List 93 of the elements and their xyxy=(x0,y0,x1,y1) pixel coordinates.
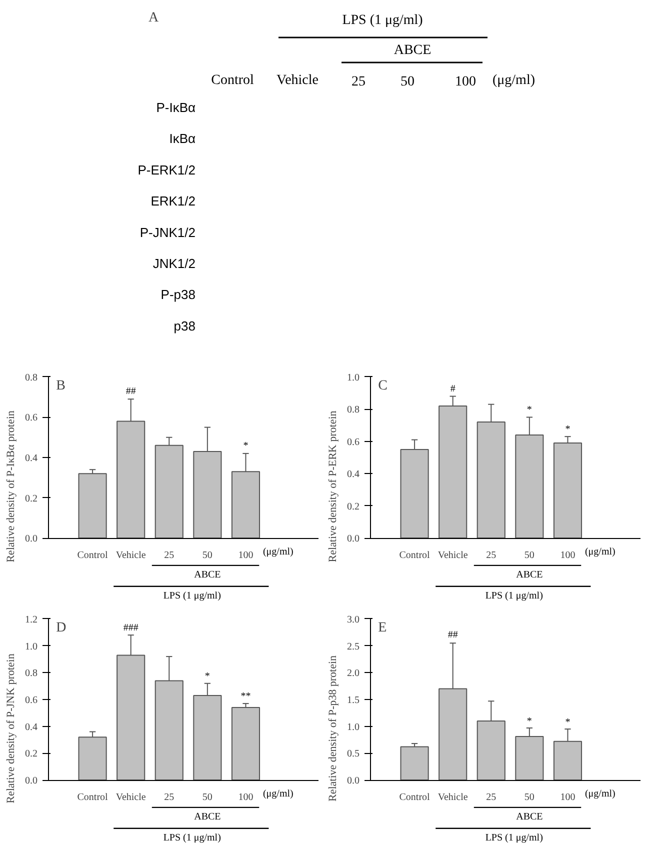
y-axis-title: Relative density of P-ERK protein xyxy=(327,410,339,562)
x-tick-label: 100 xyxy=(560,792,576,804)
annotation: * xyxy=(243,440,248,452)
chart-title: B xyxy=(56,378,66,394)
annotation: * xyxy=(204,671,210,682)
x-tick-label: 25 xyxy=(486,550,496,562)
category-label: 25 xyxy=(352,74,366,90)
text: LPS (1 μg/ml) xyxy=(342,13,424,28)
x-tick-label: 50 xyxy=(202,792,212,804)
x-tick-label: 100 xyxy=(560,550,576,562)
y-tick-label: 0.6 xyxy=(347,436,360,448)
y-tick-label: 0.0 xyxy=(25,776,38,787)
text: LPS (1 μg/ml) xyxy=(485,832,543,844)
y-tick-label: 0.4 xyxy=(25,453,38,464)
x-tick-label: 50 xyxy=(524,792,534,804)
y-tick-label: 1.2 xyxy=(25,614,38,626)
category-label: P-p38 xyxy=(160,287,196,302)
y-axis-title: Relative density of P-IκBα protein xyxy=(5,410,17,562)
text: A xyxy=(148,10,160,26)
y-tick-label: 2.5 xyxy=(347,641,360,652)
category-label: JNK1/2 xyxy=(152,256,196,271)
category-label: P-ERK1/2 xyxy=(138,162,196,178)
text: (μg/ml) xyxy=(584,788,616,800)
y-tick-label: 0.0 xyxy=(347,776,360,787)
y-tick-label: 2.0 xyxy=(347,668,360,680)
x-tick-label: Vehicle xyxy=(116,792,146,804)
text: LPS (1 μg/ml) xyxy=(163,832,221,844)
text: (μg/ml) xyxy=(262,788,294,800)
annotation: ### xyxy=(123,622,138,634)
category-label: Vehicle xyxy=(276,73,318,88)
category-label: IκBα xyxy=(169,131,196,146)
y-tick-label: 0.8 xyxy=(25,372,38,384)
annotation: * xyxy=(565,716,570,728)
x-tick-label: Control xyxy=(399,792,430,804)
x-tick-label: Control xyxy=(77,792,108,804)
chart-title: D xyxy=(56,620,66,636)
category-label: 50 xyxy=(400,74,414,90)
y-tick-label: 0.4 xyxy=(347,469,360,480)
annotation: ** xyxy=(240,691,251,702)
x-tick-label: 25 xyxy=(486,792,496,804)
y-tick-label: 0.6 xyxy=(25,412,38,424)
y-tick-label: 0.2 xyxy=(25,493,38,504)
y-tick-label: 1.0 xyxy=(25,641,38,652)
text: ABCE xyxy=(516,812,543,823)
category-label: p38 xyxy=(174,318,196,334)
x-tick-label: 25 xyxy=(164,550,174,562)
x-tick-label: Control xyxy=(399,550,430,562)
annotation: # xyxy=(450,384,456,395)
text: LPS (1 μg/ml) xyxy=(485,590,543,602)
text: (μg/ml) xyxy=(262,546,294,558)
y-tick-label: 3.0 xyxy=(347,614,360,626)
annotation: ## xyxy=(448,629,458,640)
x-tick-label: Vehicle xyxy=(438,550,468,562)
y-tick-label: 0.5 xyxy=(347,748,360,760)
text: ABCE xyxy=(516,570,543,581)
x-tick-label: Control xyxy=(77,550,108,562)
category-label: 100 xyxy=(455,74,476,90)
text: ABCE xyxy=(194,812,221,823)
y-tick-label: 0.2 xyxy=(347,501,360,512)
y-tick-label: 0.8 xyxy=(347,404,360,416)
annotation: * xyxy=(526,716,532,727)
annotation: * xyxy=(565,424,570,435)
y-axis-title: Relative density of P-p38 protein xyxy=(327,654,339,802)
y-tick-label: 1.0 xyxy=(347,722,360,733)
y-tick-label: 0.0 xyxy=(25,534,38,545)
y-axis-title: Relative density of P-JNK protein xyxy=(5,653,17,804)
x-tick-label: 50 xyxy=(524,550,534,562)
category-label: P-JNK1/2 xyxy=(140,224,196,240)
x-tick-label: 50 xyxy=(202,550,212,562)
x-tick-label: 100 xyxy=(238,792,254,804)
annotation: * xyxy=(526,404,532,416)
y-tick-label: 0.0 xyxy=(347,534,360,545)
x-tick-label: 100 xyxy=(238,550,254,562)
y-tick-label: 1.0 xyxy=(347,372,360,384)
y-tick-label: 0.8 xyxy=(25,668,38,680)
x-tick-label: Vehicle xyxy=(438,792,468,804)
y-tick-label: 0.2 xyxy=(25,748,38,760)
text: (μg/ml) xyxy=(492,73,536,88)
category-label: ERK1/2 xyxy=(150,194,196,209)
text: ABCE xyxy=(194,570,221,581)
category-label: Control xyxy=(211,73,254,88)
text: LPS (1 μg/ml) xyxy=(163,590,221,602)
text: ABCE xyxy=(394,43,432,58)
chart-title: C xyxy=(378,378,388,394)
chart-title: E xyxy=(378,620,387,636)
annotation: ## xyxy=(126,386,136,398)
y-tick-label: 0.6 xyxy=(25,695,38,706)
x-tick-label: 25 xyxy=(164,792,174,804)
category-label: P-IκBα xyxy=(156,100,196,115)
text: (μg/ml) xyxy=(584,546,616,558)
y-tick-label: 0.4 xyxy=(25,722,38,733)
y-tick-label: 1.5 xyxy=(347,695,360,706)
x-tick-label: Vehicle xyxy=(116,550,146,562)
